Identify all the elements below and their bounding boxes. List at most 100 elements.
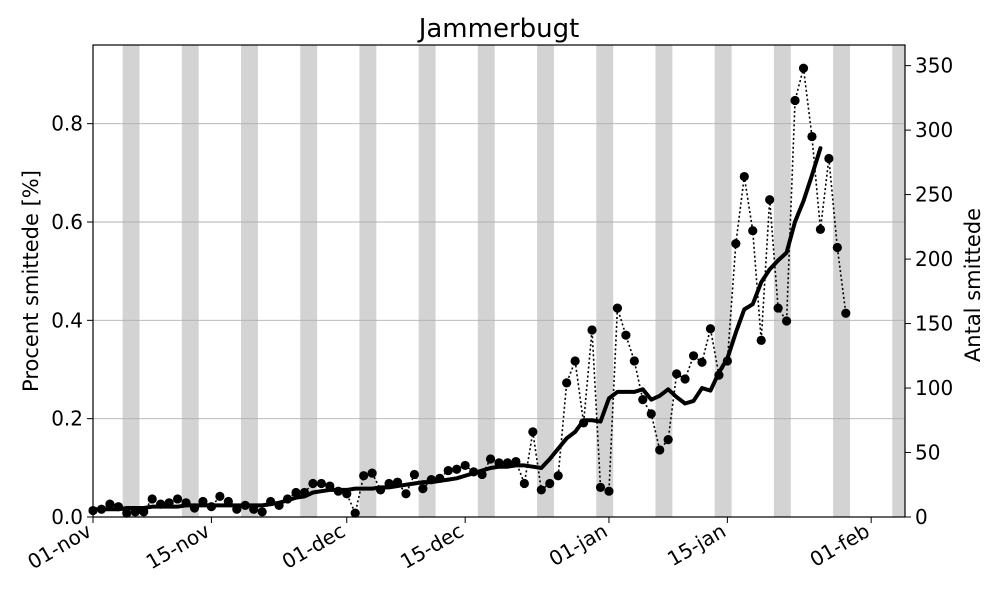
daily-count-point — [257, 507, 267, 517]
daily-count-point — [545, 478, 555, 489]
daily-count-point — [350, 508, 360, 518]
weekend-band — [655, 45, 673, 517]
daily-count-point — [638, 395, 648, 405]
daily-count-point — [291, 487, 301, 498]
weekend-band — [477, 45, 495, 517]
daily-count-point — [147, 494, 157, 504]
daily-count-point — [807, 131, 817, 142]
daily-count-point — [266, 496, 276, 507]
x-tick-label: 15-nov — [142, 518, 214, 574]
daily-count-point — [663, 435, 673, 445]
y-axis-left-label: Procent smittede [%] — [19, 170, 43, 392]
daily-count-point — [824, 153, 834, 164]
daily-count-point — [739, 171, 749, 182]
daily-count-point — [232, 504, 242, 514]
daily-count-point — [139, 507, 149, 517]
daily-count-point — [164, 498, 174, 508]
x-tick-label: 15-jan — [663, 519, 730, 571]
daily-count-point — [714, 370, 724, 380]
weekend-band — [418, 45, 436, 517]
daily-count-point — [96, 504, 107, 514]
daily-count-point — [756, 335, 766, 345]
x-tick-label: 01-feb — [806, 519, 874, 572]
series-lines — [91, 68, 847, 516]
left-axis-ticks: 0.0 0.2 0.4 0.6 0.8 — [51, 112, 93, 529]
series-markers — [88, 63, 851, 518]
daily-count-point — [680, 374, 690, 384]
x-tick-label: 01-jan — [545, 519, 612, 571]
daily-count-point — [578, 418, 589, 428]
daily-count-point — [418, 484, 428, 494]
daily-count-point — [562, 378, 572, 388]
daily-count-point — [832, 242, 842, 253]
daily-count-point — [249, 504, 259, 514]
weekend-band — [181, 45, 199, 517]
daily-count-point — [629, 356, 639, 366]
daily-count-point — [519, 478, 529, 489]
daily-count-point — [156, 499, 166, 509]
weekend-band — [300, 45, 318, 517]
daily-count-point — [604, 486, 614, 496]
daily-count-point — [392, 477, 403, 487]
daily-count-point — [452, 464, 462, 474]
y-right-tick-label: 50 — [915, 441, 940, 465]
daily-count-point — [359, 471, 369, 481]
y-right-tick-label: 350 — [915, 54, 953, 78]
weekend-band — [122, 45, 140, 517]
y-right-tick-label: 200 — [915, 247, 953, 271]
daily-count-point — [460, 460, 470, 471]
daily-count-point — [477, 469, 487, 480]
weekend-band — [714, 45, 732, 517]
daily-count-point — [113, 502, 123, 512]
weekend-band — [241, 45, 258, 517]
y-left-tick-label: 0.4 — [51, 308, 83, 332]
daily-count-point — [485, 454, 496, 464]
daily-count-point — [443, 465, 453, 476]
daily-count-point — [705, 324, 716, 334]
daily-count-point — [773, 303, 783, 313]
daily-count-point — [731, 239, 741, 249]
daily-count-point — [646, 409, 656, 419]
daily-count-point — [299, 487, 310, 498]
daily-count-point — [655, 445, 665, 455]
daily-count-point — [282, 494, 293, 504]
x-tick-label: 15-dec — [396, 519, 467, 574]
daily-count-point — [587, 325, 597, 335]
daily-count-point — [536, 485, 546, 495]
right-axis-ticks: 0 50 100 150 200 250 300 350 — [905, 54, 953, 529]
daily-count-point — [308, 478, 318, 489]
daily-count-point — [748, 226, 758, 236]
y-left-tick-label: 0.0 — [51, 505, 83, 529]
daily-count-point — [798, 63, 809, 73]
daily-count-point — [502, 458, 513, 468]
daily-count-point — [189, 503, 200, 513]
daily-count-point — [223, 496, 233, 507]
y-right-tick-label: 100 — [915, 376, 953, 400]
daily-count-point — [367, 468, 377, 478]
daily-count-point — [595, 482, 606, 492]
y-right-tick-label: 150 — [915, 312, 953, 336]
daily-count-point — [409, 469, 420, 480]
y-right-tick-label: 250 — [915, 183, 953, 207]
daily-count-point — [333, 486, 343, 496]
daily-count-point — [688, 351, 699, 361]
daily-count-point — [815, 224, 826, 235]
y-axis-right-label: Antal smittede — [961, 208, 985, 362]
daily-count-point — [122, 508, 132, 518]
daily-count-point — [570, 356, 580, 366]
daily-count-point — [469, 467, 479, 477]
daily-count-point — [172, 494, 183, 504]
daily-count-point — [325, 481, 335, 491]
daily-count-point — [206, 502, 217, 512]
daily-count-point — [528, 427, 538, 437]
daily-count-point — [672, 369, 682, 379]
weekend-band — [359, 45, 377, 517]
daily-count-point — [722, 356, 732, 366]
chart-title: Jammerbugt — [417, 14, 580, 44]
daily-count-point — [375, 485, 386, 495]
daily-count-point — [240, 500, 250, 510]
daily-count-point — [181, 498, 191, 508]
daily-count-line — [92, 68, 847, 516]
daily-count-point — [435, 473, 445, 483]
